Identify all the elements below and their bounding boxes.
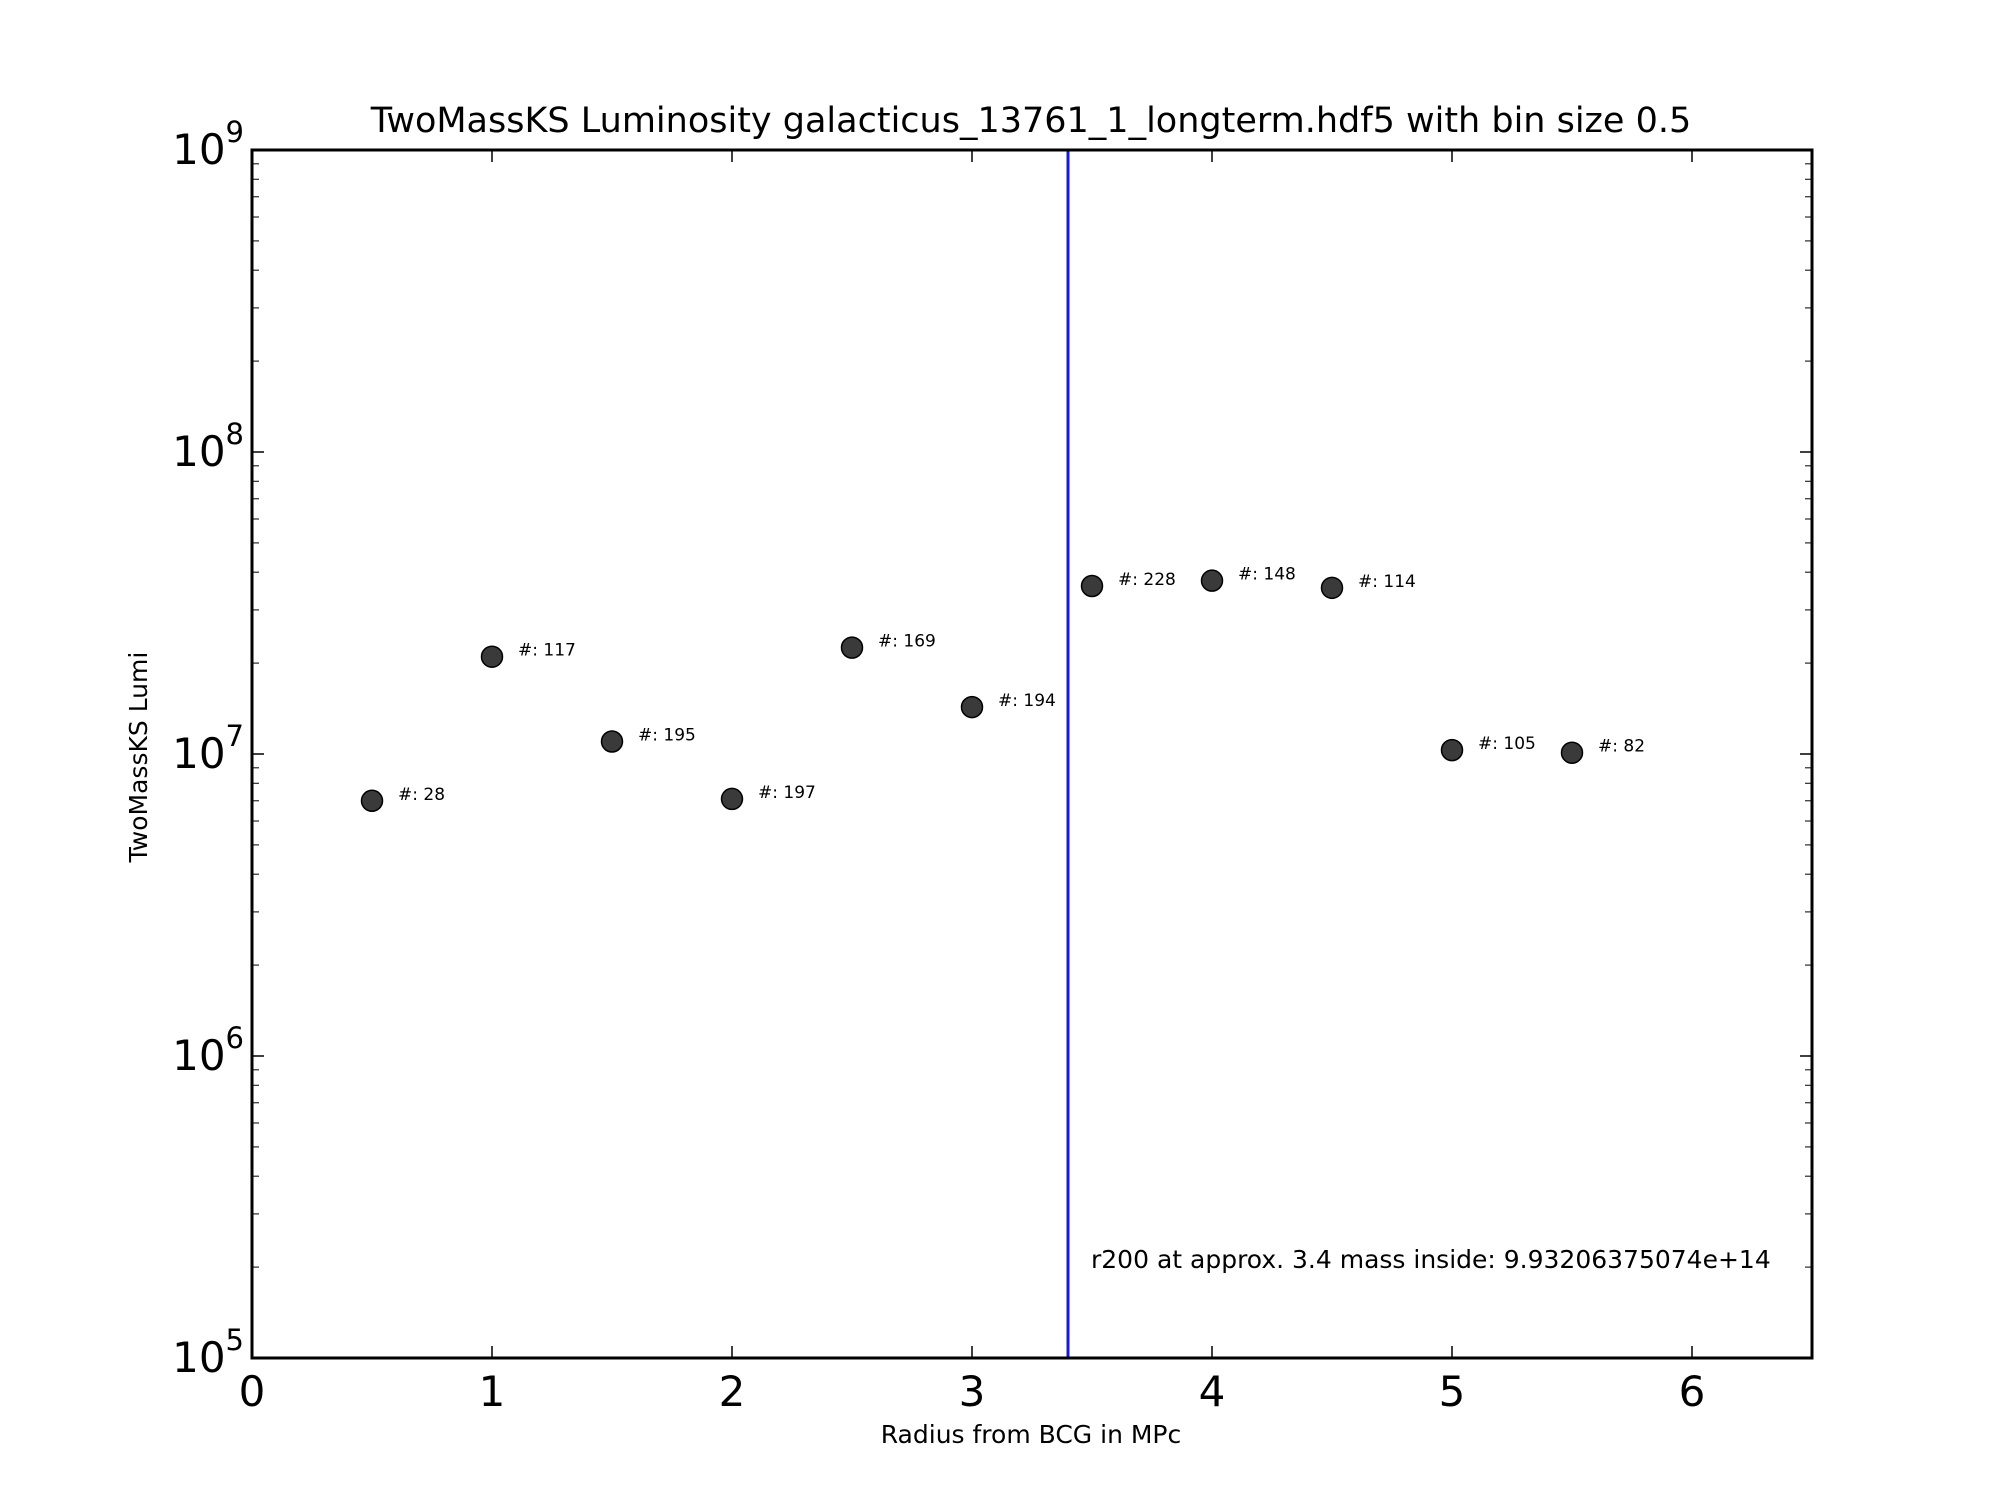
x-tick-label: 2 (719, 1367, 746, 1416)
x-tick-label: 0 (239, 1367, 266, 1416)
x-tick-label: 6 (1679, 1367, 1706, 1416)
data-point (960, 695, 984, 719)
x-tick-label: 3 (959, 1367, 986, 1416)
data-point-label: #: 82 (1598, 737, 1645, 757)
y-tick-label: 105 (172, 1323, 244, 1382)
data-point (1200, 569, 1224, 592)
data-point (840, 636, 864, 659)
x-axis-label: Radius from BCG in MPc (881, 1420, 1182, 1449)
data-point-label: #: 169 (878, 632, 936, 652)
y-tick-label: 106 (172, 1021, 244, 1080)
data-point-label: #: 114 (1358, 572, 1416, 592)
data-point (600, 730, 624, 753)
x-tick-label: 1 (479, 1367, 506, 1416)
r200-annotation: r200 at approx. 3.4 mass inside: 9.93206… (1091, 1245, 1771, 1274)
y-axis-label: TwoMassKS Lumi (124, 652, 153, 864)
data-point (1560, 741, 1584, 764)
x-tick-label: 4 (1199, 1367, 1226, 1416)
data-point (720, 787, 744, 811)
data-point (1080, 574, 1104, 598)
data-point-label: #: 148 (1238, 565, 1296, 585)
data-point (1320, 576, 1344, 600)
data-point-label: #: 228 (1118, 570, 1176, 590)
y-tick-label: 107 (172, 719, 244, 778)
data-point-label: #: 105 (1478, 734, 1536, 754)
y-tick-label: 108 (172, 417, 244, 476)
plot-frame (250, 148, 1814, 1360)
x-tick-label: 5 (1439, 1367, 1466, 1416)
data-point-label: #: 194 (998, 691, 1056, 711)
plot-area: 0 1 2 3 4 5 6 105 106 107 108 109 #: 28 #: 117 #: 195 #… (172, 115, 1812, 1416)
data-point (480, 645, 504, 668)
data-point-label: #: 28 (398, 785, 445, 805)
data-point-label: #: 197 (758, 783, 816, 803)
data-point (360, 789, 384, 813)
chart-title: TwoMassKS Luminosity galacticus_13761_1_… (370, 101, 1692, 141)
data-point-label: #: 195 (638, 725, 696, 745)
y-tick-label: 109 (172, 115, 244, 174)
data-point (1440, 738, 1464, 762)
data-point-label: #: 117 (518, 641, 576, 661)
